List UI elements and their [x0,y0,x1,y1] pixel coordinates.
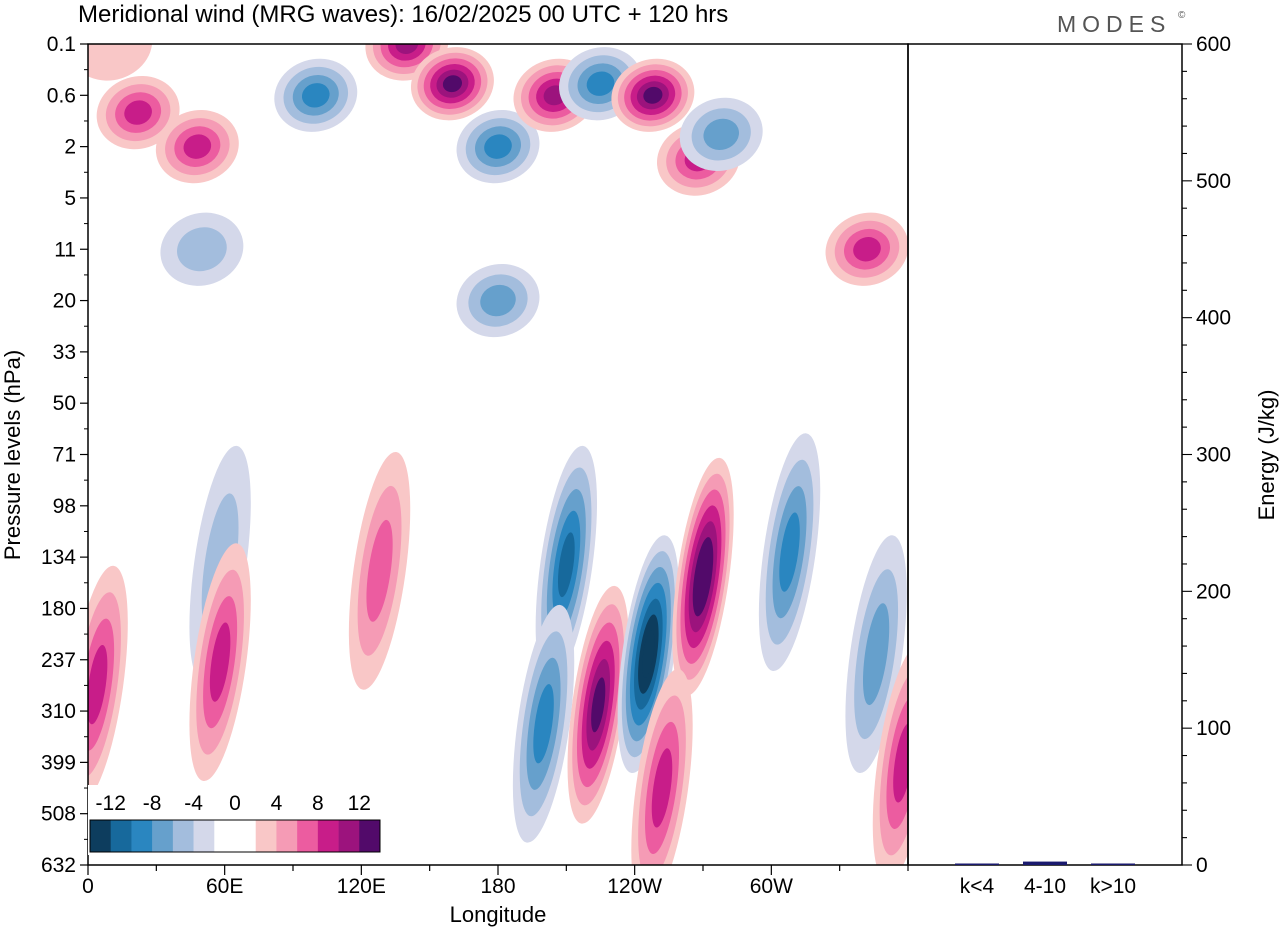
y-tick-label: 237 [41,649,76,672]
energy-bars [955,861,1135,865]
colorbar-swatch [131,820,153,852]
energy-tick-label: 300 [1196,444,1231,467]
contour-cell-5 [410,47,494,121]
modes-logo: MODES [1057,11,1171,37]
copyright-icon: © [1178,10,1186,21]
colorbar-frame [89,819,381,853]
colorbar-swatch [338,820,360,852]
y-tick-label: 0.6 [47,84,76,107]
energy-bar-0 [955,863,999,865]
contour-cell-11 [679,97,763,171]
colorbar-swatch [235,820,257,852]
y-tick-label: 310 [41,700,76,723]
x-tick-label: 60W [750,875,793,898]
colorbar-swatch [317,820,339,852]
colorbar-label: -8 [143,792,162,815]
colorbar-swatch [193,820,215,852]
x-tick-label: 120W [607,875,662,898]
x-tick-label: 120E [337,875,386,898]
colorbar-label: 12 [348,792,371,815]
y-tick-label: 50 [53,392,76,415]
energy-axis-label: Energy (J/kg) [1254,390,1279,521]
contour-cell-2 [155,110,239,184]
contour-cell-14 [456,263,540,338]
contour-field [88,44,908,865]
contour-cell-18 [567,585,629,824]
energy-bar-1 [1023,861,1067,865]
y-tick-label: 0.1 [47,33,76,56]
energy-tick-label: 0 [1196,854,1208,877]
x-tick-label: 60E [206,875,243,898]
x-tick-label: 180 [480,875,515,898]
y-tick-label: 2 [64,136,76,159]
y-tick-label: 98 [53,495,76,518]
contour-cell-19 [617,535,680,774]
energy-plot-frame [907,43,1183,866]
y-tick-label: 33 [53,341,76,364]
chart-title: Meridional wind (MRG waves): 16/02/2025 … [78,1,728,28]
energy-tick-label: 200 [1196,580,1231,603]
contour-cell-13 [160,212,244,286]
x-axis-label: Longitude [450,902,547,927]
energy-category-label: k<4 [960,875,995,898]
y-tick-label: 71 [53,444,76,467]
energy-y-axis: 0 100 200 300 400 500 600 [1182,33,1231,877]
colorbar-swatch [297,820,319,852]
contour-cell-9 [611,58,695,132]
contour-cell-6 [456,110,540,184]
contour-cell-17 [535,445,598,684]
colorbar-swatch [90,820,112,852]
contour-cell-27 [872,644,908,865]
contour-cell-25 [189,543,251,782]
colorbar: -12 -8 -4 0 4 8 12 [88,785,382,855]
energy-categories: k<4 4-10 k>10 [960,875,1136,898]
contour-cell-22 [758,433,821,672]
y-tick-label: 632 [41,854,76,877]
y-tick-label: 20 [53,290,76,313]
energy-bar-2 [1091,863,1135,865]
colorbar-label: 8 [312,792,324,815]
colorbar-label: -12 [96,792,126,815]
colorbar-swatch [214,820,236,852]
energy-tick-label: 600 [1196,33,1231,56]
x-axis: 0 60E 120E 180 120W 60W [82,865,909,898]
energy-category-label: k>10 [1090,875,1136,898]
contour-cell-24 [512,604,575,843]
energy-tick-label: 100 [1196,717,1231,740]
contour-cell-20 [672,457,734,696]
energy-tick-label: 500 [1196,170,1231,193]
colorbar-swatch [110,820,132,852]
y-tick-label: 180 [41,597,76,620]
colorbar-swatch [172,820,194,852]
y-axis: 0.1 0.6 2 5 11 20 33 50 71 98 134 180 237 310 399 508 63… [41,33,88,877]
y-axis-label: Pressure levels (hPa) [0,350,25,560]
colorbar-label: 0 [229,792,241,815]
contour-cell-12 [825,212,908,286]
contour-cell-23 [845,535,907,774]
contour-cell-15 [348,451,411,690]
y-tick-label: 134 [41,546,76,569]
colorbar-swatch [152,820,174,852]
colorbar-label: 4 [271,792,283,815]
colorbar-swatch [255,820,277,852]
energy-tick-label: 400 [1196,307,1231,330]
colorbar-label: -4 [184,792,203,815]
energy-category-label: 4-10 [1024,875,1066,898]
contour-cell-21 [631,669,693,865]
x-tick-label: 0 [82,875,94,898]
y-tick-label: 11 [54,238,76,261]
y-tick-label: 508 [41,803,76,826]
colorbar-swatch [359,820,381,852]
y-tick-label: 399 [41,751,76,774]
y-tick-label: 5 [64,187,76,210]
contour-cell-1 [96,75,180,150]
contour-cell-3 [274,58,358,132]
colorbar-swatch [276,820,298,852]
